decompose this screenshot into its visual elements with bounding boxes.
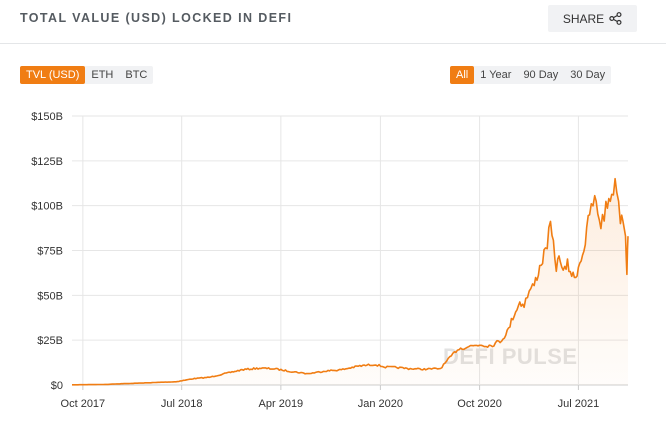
series-line-tvl	[72, 177, 629, 386]
series-group	[72, 177, 629, 386]
toggle-eth[interactable]: ETH	[91, 69, 114, 81]
y-tick-label: $150B	[31, 111, 63, 123]
x-axis: Oct 2017 Jul 2018 Apr 2019 Jan 2020 Oct 2020…	[61, 385, 600, 410]
y-tick-label: $25B	[37, 335, 63, 347]
x-tick-label: Jan 2020	[358, 398, 403, 410]
share-button[interactable]: SHARE	[548, 5, 637, 32]
range-all[interactable]: All	[450, 66, 475, 84]
x-tick-label: Apr 2019	[259, 398, 304, 410]
range-30-day[interactable]: 30 Day	[570, 69, 606, 81]
range-toggle: All 1 Year 90 Day 30 Day	[450, 66, 612, 84]
x-tick-label: Jul 2018	[161, 398, 203, 410]
y-axis: $0 $25B $50B $75B $100B $125B $150B	[31, 111, 63, 392]
range-90-day[interactable]: 90 Day	[523, 69, 559, 81]
x-tick-label: Oct 2020	[457, 398, 502, 410]
tvl-chart: $0 $25B $50B $75B $100B $125B $150B Oct 2017 Ju…	[31, 111, 629, 410]
series-area-fill	[72, 178, 628, 385]
y-tick-label: $0	[51, 380, 63, 392]
y-tick-label: $100B	[31, 201, 63, 213]
share-label: SHARE	[562, 11, 605, 26]
y-tick-label: $75B	[37, 246, 63, 258]
y-tick-label: $125B	[31, 156, 63, 168]
range-1-year[interactable]: 1 Year	[480, 69, 512, 81]
header-divider	[0, 43, 666, 44]
y-tick-label: $50B	[37, 290, 63, 302]
currency-toggle: TVL (USD) ETH BTC	[20, 66, 154, 84]
x-tick-label: Jul 2021	[558, 398, 600, 410]
share-icon	[609, 12, 622, 25]
toggle-btc[interactable]: BTC	[125, 69, 148, 81]
toggle-tvl-usd[interactable]: TVL (USD)	[20, 66, 86, 84]
x-tick-label: Oct 2017	[61, 398, 106, 410]
page-title: TOTAL VALUE (USD) LOCKED IN DEFI	[20, 11, 293, 25]
